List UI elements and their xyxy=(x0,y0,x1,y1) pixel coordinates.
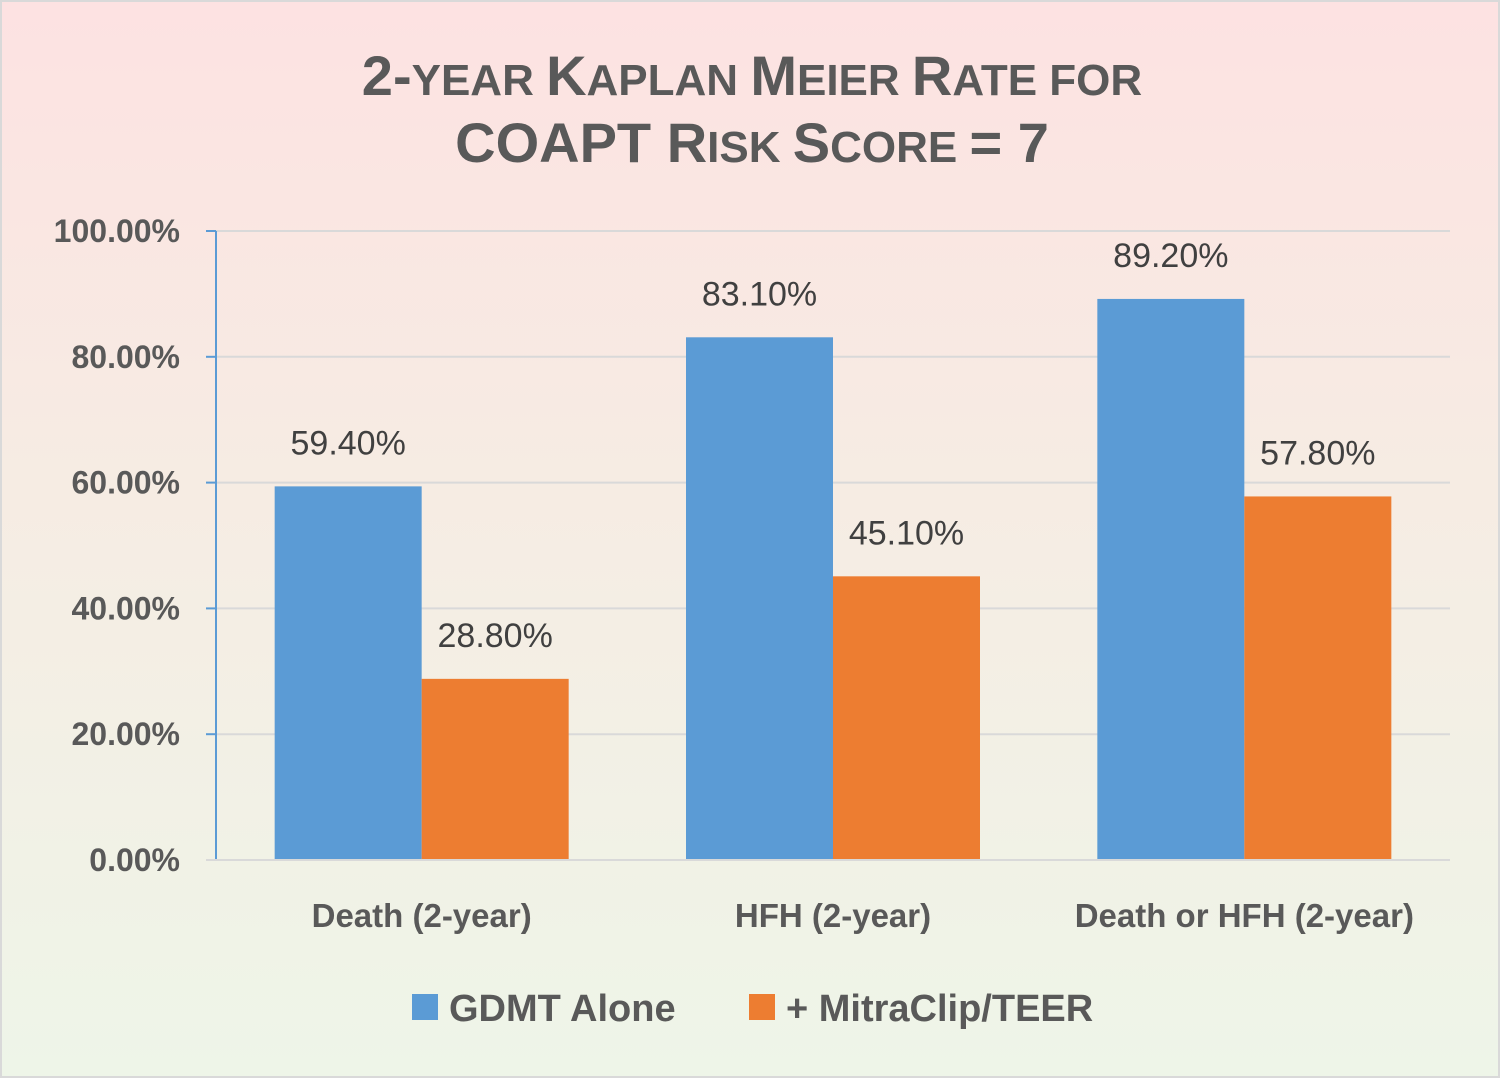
data-label: 57.80% xyxy=(1260,434,1375,472)
data-label: 45.10% xyxy=(849,514,964,552)
legend-swatch xyxy=(749,994,775,1020)
data-label: 28.80% xyxy=(438,617,553,655)
data-label: 83.10% xyxy=(702,275,817,313)
y-tick-label: 20.00% xyxy=(71,716,180,752)
y-tick-label: 60.00% xyxy=(71,465,180,501)
y-tick-label: 40.00% xyxy=(71,590,180,626)
x-axis: Death (2-year) HFH (2-year) Death or HFH (… xyxy=(206,859,1450,934)
x-tick-label: Death or HFH (2-year) xyxy=(1075,897,1414,934)
bar xyxy=(1244,496,1392,860)
y-axis: 0.00% 20.00% 40.00% 60.00% 80.00% 100.00% xyxy=(54,213,217,878)
bar xyxy=(833,576,980,860)
y-tick-label: 80.00% xyxy=(71,339,180,375)
data-labels: 59.40% 28.80% 83.10% 45.10% 89.20% 57.80% xyxy=(291,237,1376,655)
y-tick-label: 0.00% xyxy=(89,842,180,878)
data-label: 89.20% xyxy=(1113,237,1228,275)
y-tick-label: 100.00% xyxy=(54,213,180,249)
x-tick-label: Death (2-year) xyxy=(312,897,532,934)
bar xyxy=(686,337,833,860)
data-label: 59.40% xyxy=(291,424,406,462)
bar xyxy=(421,678,569,860)
bars xyxy=(274,298,1392,860)
bar xyxy=(1097,298,1245,860)
legend-label: GDMT Alone xyxy=(449,988,676,1030)
chart-title-line-1: 2-YEAR KAPLAN MEIER RATE FOR xyxy=(362,44,1142,107)
x-tick-label: HFH (2-year) xyxy=(735,897,931,934)
legend: GDMT Alone + MitraClip/TEER xyxy=(412,988,1093,1030)
chart-title: 2-YEAR KAPLAN MEIER RATE FOR COAPT RISK … xyxy=(362,44,1142,174)
chart-title-line-2: COAPT RISK SCORE = 7 xyxy=(455,111,1049,174)
legend-swatch xyxy=(412,994,438,1020)
legend-label: + MitraClip/TEER xyxy=(786,988,1093,1030)
bar xyxy=(274,486,422,860)
